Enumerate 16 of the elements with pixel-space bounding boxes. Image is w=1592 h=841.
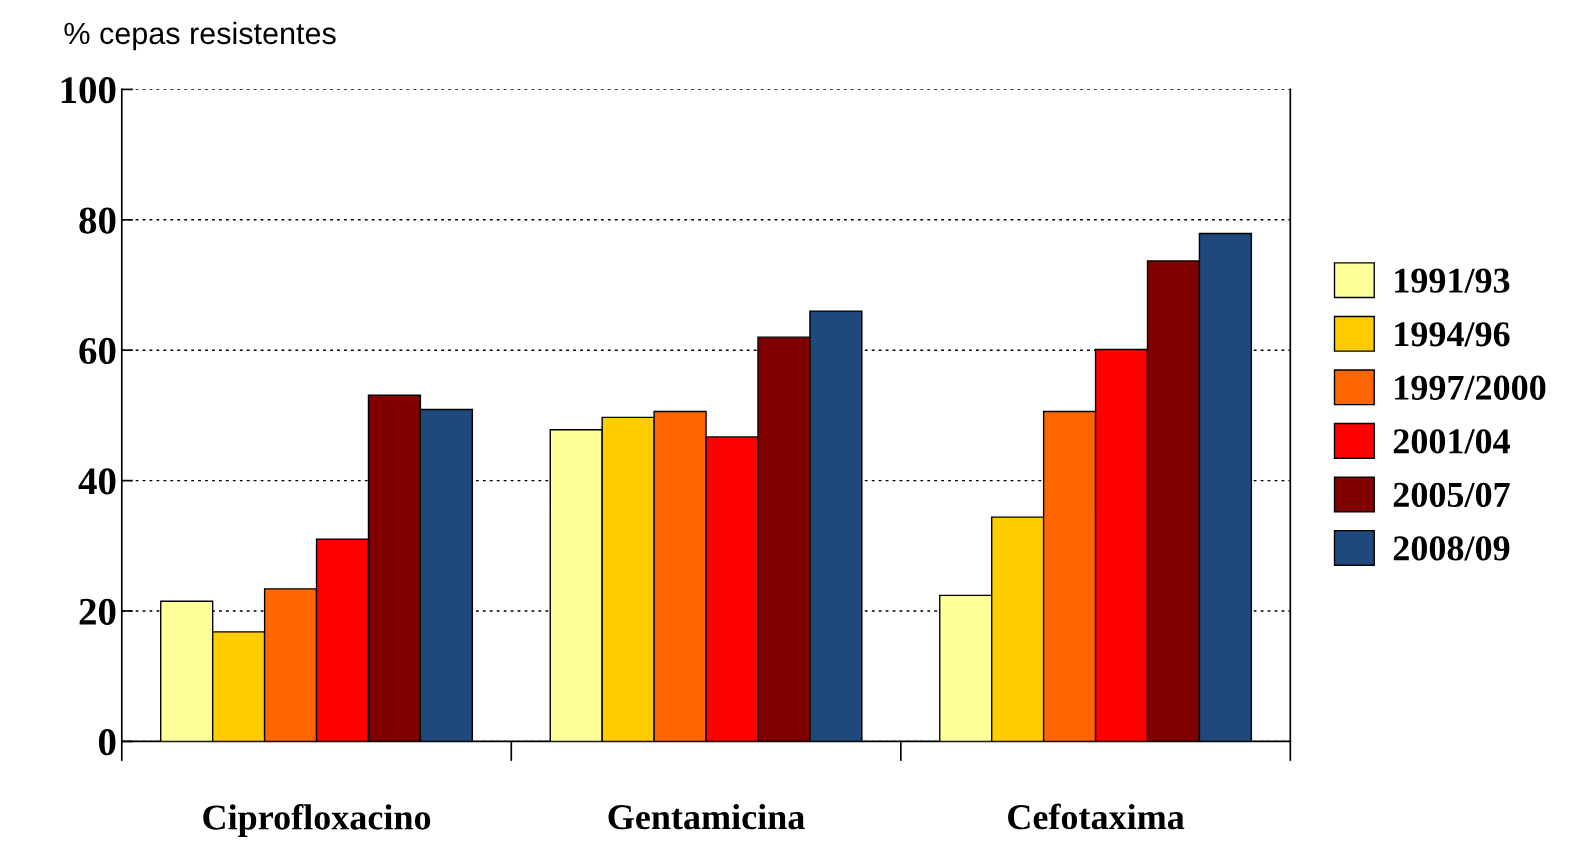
y-tick-label: 0: [98, 729, 116, 756]
x-tick-label: Gentamicina: [608, 803, 805, 830]
y-axis-title: % cepas resistentes: [64, 21, 336, 51]
legend-label: 2001/04: [1393, 429, 1510, 454]
y-tick-label: 100: [61, 77, 116, 104]
y-tick-label: 80: [79, 207, 116, 234]
y-tick-label: 40: [78, 468, 116, 495]
x-tick-label: Ciprofloxacino: [203, 803, 431, 838]
legend-label: 2008/09: [1393, 536, 1510, 561]
y-tick-label: 20: [79, 598, 116, 625]
legend-label: 1994/96: [1395, 322, 1510, 347]
legend-label: 2005/07: [1393, 482, 1510, 508]
legend-label: 1997/2000: [1395, 375, 1546, 400]
x-tick-label: Cefotaxima: [1008, 803, 1185, 830]
legend-label: 1991/93: [1395, 268, 1510, 293]
y-tick-label: 60: [79, 337, 116, 365]
